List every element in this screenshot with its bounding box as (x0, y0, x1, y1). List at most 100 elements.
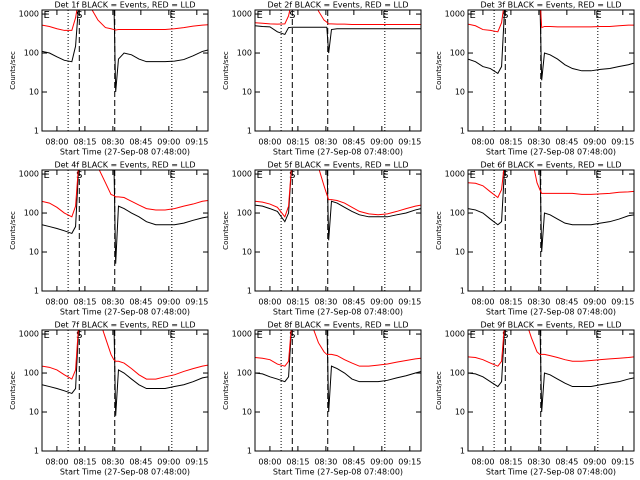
event-label: E (256, 10, 262, 21)
y-tick-label: 1 (460, 287, 465, 296)
plot-frame (467, 329, 635, 452)
series-line (468, 330, 634, 367)
x-tick-label: 08:00 (471, 298, 494, 307)
x-tick-label: 08:45 (342, 138, 365, 147)
y-tick-label: 10 (455, 88, 465, 97)
x-tick-label: 09:15 (611, 138, 634, 147)
y-tick-label: 1000 (232, 10, 252, 19)
event-label: E (469, 170, 475, 181)
x-tick-label: 08:45 (342, 298, 365, 307)
series-line (42, 330, 208, 380)
plot-lines (42, 170, 208, 264)
event-label: E (43, 330, 49, 341)
series-line (42, 170, 208, 264)
x-tick-label: 08:15 (73, 138, 96, 147)
panel: Det 1f BLACK = Events, RED = LLD Start Ti… (9, 1, 209, 157)
y-tick-label: 1000 (445, 330, 465, 339)
series-line (468, 330, 634, 413)
series-line (468, 10, 634, 33)
y-axis-label: Counts/sec (435, 371, 443, 410)
event-label: E (169, 330, 175, 341)
y-tick-label: 10 (455, 248, 465, 257)
chart-title: Det 8f BLACK = Events, RED = LLD (267, 321, 408, 330)
series-line (42, 10, 208, 93)
event-label: E (256, 330, 262, 341)
chart-title: Det 9f BLACK = Events, RED = LLD (480, 321, 621, 330)
y-tick-label: 1 (460, 447, 465, 456)
panel: Det 3f BLACK = Events, RED = LLD Start Ti… (435, 1, 635, 157)
x-axis-label: Start Time (27-Sep-08 07:48:00) (486, 308, 616, 317)
y-tick-label: 100 (237, 209, 252, 218)
panel: Det 5f BLACK = Events, RED = LLD Start Ti… (222, 161, 422, 317)
x-tick-label: 09:00 (583, 458, 606, 467)
event-label: E (169, 170, 175, 181)
plot-lines (468, 170, 634, 253)
event-label: E (469, 330, 475, 341)
y-tick-label: 10 (29, 408, 39, 417)
y-tick-label: 100 (237, 369, 252, 378)
x-tick-label: 09:15 (398, 298, 421, 307)
x-tick-label: 08:30 (101, 298, 124, 307)
chart-title: Det 4f BLACK = Events, RED = LLD (54, 161, 195, 170)
x-tick-label: 08:15 (286, 298, 309, 307)
panel: Det 9f BLACK = Events, RED = LLD Start Ti… (435, 321, 635, 477)
chart-title: Det 6f BLACK = Events, RED = LLD (480, 161, 621, 170)
event-label: E (595, 170, 601, 181)
x-tick-label: 08:00 (258, 138, 281, 147)
x-tick-label: 08:00 (45, 298, 68, 307)
x-tick-label: 08:45 (342, 458, 365, 467)
x-axis-label: Start Time (27-Sep-08 07:48:00) (273, 148, 403, 157)
event-label: E (382, 170, 388, 181)
event-label: E (169, 10, 175, 21)
chart-title: Det 1f BLACK = Events, RED = LLD (54, 1, 195, 10)
y-tick-label: 1 (460, 127, 465, 136)
y-tick-label: 1000 (232, 170, 252, 179)
x-tick-label: 09:00 (583, 298, 606, 307)
x-axis-label: Start Time (27-Sep-08 07:48:00) (486, 148, 616, 157)
y-axis-label: Counts/sec (9, 51, 17, 90)
y-tick-label: 10 (242, 408, 252, 417)
x-tick-label: 08:15 (73, 298, 96, 307)
y-tick-label: 10 (29, 88, 39, 97)
x-axis-label: Start Time (27-Sep-08 07:48:00) (273, 468, 403, 477)
y-axis-label: Counts/sec (9, 211, 17, 250)
y-axis-label: Counts/sec (222, 211, 230, 250)
series-line (468, 10, 634, 81)
plot-frame (254, 329, 422, 452)
plot-lines (468, 330, 634, 413)
y-axis-label: Counts/sec (435, 211, 443, 250)
event-label: E (595, 330, 601, 341)
event-label: S (76, 170, 82, 181)
panel: Det 8f BLACK = Events, RED = LLD Start Ti… (222, 321, 422, 477)
y-tick-label: 100 (450, 369, 465, 378)
series-line (255, 25, 421, 54)
x-tick-label: 08:45 (555, 138, 578, 147)
x-tick-label: 09:00 (370, 298, 393, 307)
series-line (255, 170, 421, 218)
series-line (255, 10, 421, 25)
plot-lines (42, 330, 208, 416)
x-tick-label: 08:45 (129, 298, 152, 307)
series-line (42, 10, 208, 31)
x-tick-label: 08:30 (527, 138, 550, 147)
y-tick-label: 1000 (19, 170, 39, 179)
plot-frame (254, 9, 422, 132)
x-tick-label: 08:45 (129, 138, 152, 147)
plot-frame (467, 169, 635, 292)
x-tick-label: 08:15 (73, 458, 96, 467)
plot-frame (41, 169, 209, 292)
plot-frame (254, 169, 422, 292)
x-tick-label: 08:00 (471, 458, 494, 467)
x-axis-label: Start Time (27-Sep-08 07:48:00) (60, 468, 190, 477)
y-tick-label: 10 (29, 248, 39, 257)
series-line (255, 330, 421, 413)
x-tick-label: 08:30 (527, 458, 550, 467)
plot-lines (255, 330, 421, 413)
series-line (468, 170, 634, 253)
event-label: S (289, 170, 295, 181)
x-tick-label: 08:30 (101, 458, 124, 467)
panel: Det 7f BLACK = Events, RED = LLD Start Ti… (9, 321, 209, 477)
event-label: S (502, 330, 508, 341)
x-tick-label: 08:30 (314, 138, 337, 147)
